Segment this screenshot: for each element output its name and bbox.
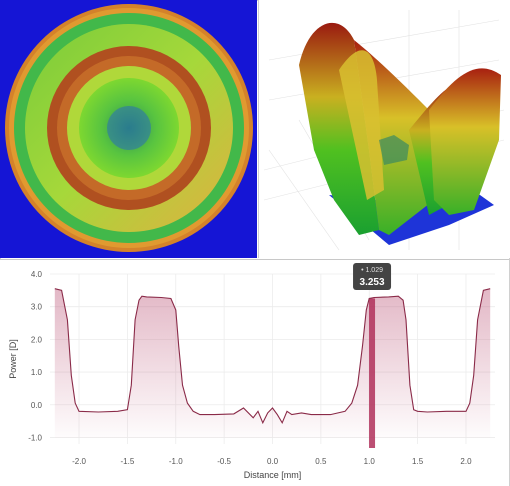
x-tick-label: 0.5 bbox=[315, 457, 327, 466]
x-tick-label: 0.0 bbox=[267, 457, 279, 466]
y-tick-labels: 4.0 3.0 2.0 1.0 0.0 -1.0 bbox=[28, 270, 42, 442]
x-tick-labels: -2.0 -1.5 -1.0 -0.5 0.0 0.5 1.0 1.5 2.0 bbox=[72, 457, 472, 466]
tooltip-x-label: • 1.029 bbox=[361, 267, 383, 274]
x-tick-label: -1.5 bbox=[120, 457, 134, 466]
power-profile-chart[interactable]: 4.0 3.0 2.0 1.0 0.0 -1.0 -2.0 -1.5 -1.0 -0.5 0.0 0… bbox=[0, 260, 509, 486]
power-area bbox=[54, 288, 491, 438]
y-axis-title: Power [D] bbox=[8, 339, 18, 379]
y-tick-label: 4.0 bbox=[31, 270, 43, 279]
highlight-bar[interactable] bbox=[369, 298, 376, 448]
y-tick-label: 2.0 bbox=[31, 335, 43, 344]
y-tick-label: 1.0 bbox=[31, 368, 43, 377]
power-line bbox=[54, 288, 491, 425]
center-spot bbox=[107, 106, 151, 150]
3d-peak-left bbox=[299, 22, 379, 236]
x-tick-label: 1.5 bbox=[412, 457, 424, 466]
y-tick-label: -1.0 bbox=[28, 433, 42, 442]
tooltip-y-label: 3.253 bbox=[360, 277, 385, 288]
power-map-panel[interactable] bbox=[0, 0, 257, 258]
y-tick-label: 3.0 bbox=[31, 303, 43, 312]
x-tick-label: 2.0 bbox=[460, 457, 472, 466]
value-tooltip: • 1.029 3.253 bbox=[353, 263, 392, 290]
power-profile-panel[interactable]: 4.0 3.0 2.0 1.0 0.0 -1.0 -2.0 -1.5 -1.0 -0.5 0.0 0… bbox=[0, 259, 509, 486]
3d-inner-ridge-left bbox=[339, 50, 384, 200]
x-tick-label: -2.0 bbox=[72, 457, 86, 466]
3d-center-spike bbox=[379, 135, 409, 165]
y-tick-label: 0.0 bbox=[31, 401, 43, 410]
x-tick-label: -0.5 bbox=[217, 457, 231, 466]
power-map[interactable] bbox=[0, 0, 257, 258]
x-tick-label: -1.0 bbox=[169, 457, 183, 466]
x-axis-title: Distance [mm] bbox=[244, 470, 302, 480]
3d-peak-right bbox=[429, 68, 501, 215]
surface-3d[interactable] bbox=[259, 0, 510, 258]
surface-3d-panel[interactable] bbox=[258, 0, 510, 258]
x-tick-label: 1.0 bbox=[364, 457, 376, 466]
